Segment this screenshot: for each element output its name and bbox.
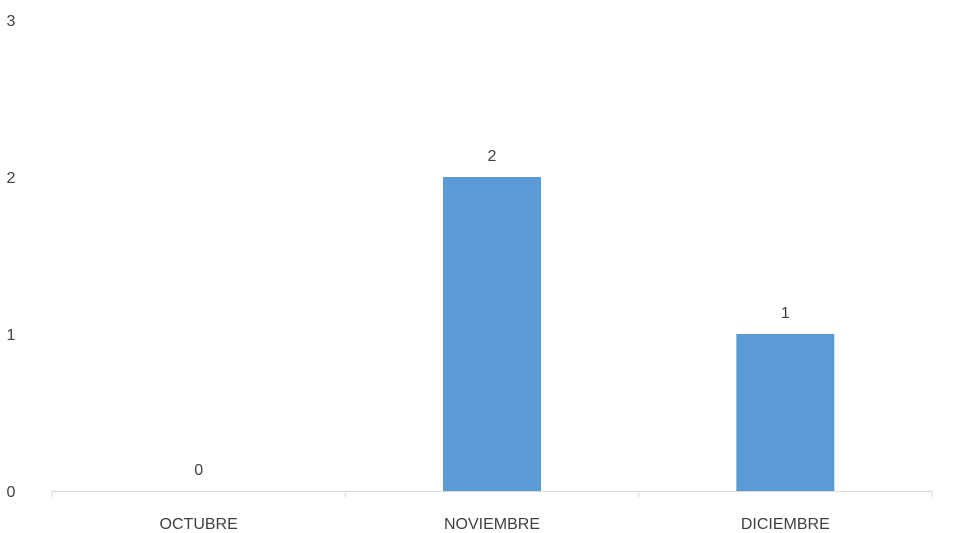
y-tick-label: 1 [7,327,16,344]
y-tick-label: 0 [7,484,16,501]
y-axis-ticks: 0 1 2 3 [7,13,16,501]
x-axis-labels: OCTUBRE NOVIEMBRE DICIEMBRE [160,516,830,533]
y-tick-label: 2 [7,170,16,187]
bar-diciembre [736,334,835,491]
bar-series [443,177,835,491]
data-label-noviembre: 2 [488,148,497,165]
bar-noviembre [443,177,541,491]
x-category-label-octubre: OCTUBRE [160,516,238,533]
data-label-diciembre: 1 [781,305,790,322]
data-labels: 0 2 1 [194,148,790,479]
x-category-label-diciembre: DICIEMBRE [741,516,830,533]
data-label-octubre: 0 [194,462,203,479]
x-category-label-noviembre: NOVIEMBRE [444,516,540,533]
y-tick-label: 3 [7,13,16,30]
x-axis-tick-marks [51,491,933,497]
